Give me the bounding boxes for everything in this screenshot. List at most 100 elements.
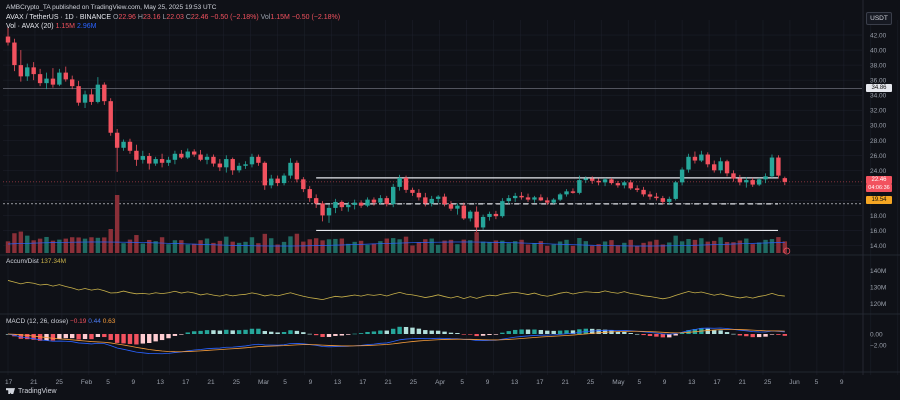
candle-body [326, 207, 332, 216]
time-axis-label: 17 [536, 379, 544, 386]
currency-button[interactable]: USDT [866, 12, 892, 25]
candle-body [301, 179, 306, 190]
candle-body [82, 94, 88, 103]
volume-bar [37, 238, 43, 253]
candle-body [667, 198, 672, 202]
volume-bar [230, 241, 235, 253]
candle-body [127, 141, 133, 151]
macd-histogram-bar [724, 332, 730, 334]
time-axis-label: 17 [182, 379, 190, 386]
volume-bar [384, 238, 389, 253]
volume-bar [333, 238, 338, 253]
candle-body [50, 78, 56, 85]
candle-body [744, 180, 749, 183]
candle-body [198, 154, 203, 160]
macd-axis-label: 0.00 [870, 332, 883, 339]
candle-body [191, 151, 197, 155]
volume-bar [564, 239, 569, 253]
close-label: C [185, 14, 191, 21]
tradingview-logo[interactable]: TradingView [6, 388, 57, 395]
time-axis-label: 21 [385, 379, 393, 386]
candle-body [172, 153, 178, 160]
volume-bar [480, 241, 486, 253]
accum-axis-label: 140M [870, 268, 886, 275]
candle-body [583, 178, 588, 181]
candle-body [480, 216, 486, 228]
volume-bar [570, 245, 576, 253]
time-axis-label: 25 [233, 379, 241, 386]
accum-dist-legend: Accum/Dist 137.34M [6, 258, 66, 265]
vol-label: Vol [260, 14, 271, 21]
candle-body [545, 200, 550, 203]
candle-body [512, 195, 518, 199]
macd-histogram-bar [25, 334, 30, 340]
candle-body [70, 79, 75, 87]
macd-histogram-bar [57, 334, 62, 339]
candle-body [294, 162, 300, 180]
volume-bar [18, 231, 24, 253]
volume-bar [352, 241, 357, 253]
volume-indicator-label[interactable]: Vol · AVAX (20) [6, 23, 54, 30]
candle-body [718, 161, 723, 171]
candle-body [660, 198, 666, 202]
candle-body [699, 154, 704, 161]
tradingview-wordmark: TradingView [18, 388, 57, 395]
high-value: 23.16 [142, 14, 161, 21]
volume-bar [127, 239, 133, 253]
macd-histogram-bar [673, 334, 678, 336]
low-value: 22.03 [166, 14, 184, 21]
macd-histogram-bar [557, 330, 563, 334]
volume-bar [583, 241, 588, 253]
candle-body [108, 101, 113, 133]
low-label: L [162, 14, 167, 21]
volume-bar [70, 237, 75, 253]
volume-bar [506, 243, 511, 253]
candle-body [647, 194, 653, 197]
macd-label[interactable]: MACD (12, 26, close) [6, 318, 69, 325]
time-axis-label: 25 [410, 379, 418, 386]
macd-histogram-bar [538, 329, 544, 334]
volume-bar [294, 233, 300, 253]
candle-body [102, 84, 107, 102]
symbol-label[interactable]: AVAX / TetherUS · 1D · BINANCE [6, 14, 112, 21]
volume-bar [288, 236, 293, 253]
candle-body [570, 191, 576, 193]
candle-body [628, 182, 633, 189]
candle-body [448, 204, 454, 209]
volume-bar [410, 245, 415, 253]
candle-body [140, 156, 146, 160]
volume-bar [435, 244, 441, 253]
candle-body [538, 197, 544, 201]
price-axis-label: 38.00 [870, 63, 887, 70]
macd-histogram-bar [352, 333, 357, 335]
macd-histogram-bar [108, 334, 113, 340]
candle-body [25, 67, 30, 77]
volume-bar [493, 240, 499, 253]
macd-histogram-bar [480, 334, 486, 336]
macd-histogram-bar [320, 334, 325, 337]
volume-bar [551, 244, 556, 253]
volume-bar [602, 241, 608, 253]
candle-body [712, 164, 717, 171]
macd-histogram-bar [127, 334, 133, 344]
macd-histogram-bar [468, 334, 473, 335]
volume-bar [140, 243, 146, 253]
volume-bar [660, 244, 666, 253]
macd-histogram-bar [140, 334, 146, 344]
open-value: 22.96 [118, 14, 136, 21]
macd-histogram-bar [596, 329, 601, 334]
volume-bar [455, 244, 460, 253]
accum-dist-label[interactable]: Accum/Dist [6, 258, 39, 265]
macd-histogram-bar [429, 330, 434, 334]
macd-histogram-bar [679, 332, 685, 334]
alert-marker-icon [783, 247, 791, 255]
volume-bar [108, 229, 113, 253]
volume-bar [275, 244, 280, 253]
volume-bar [487, 242, 492, 253]
volume-bar [249, 237, 255, 253]
candle-body [63, 72, 68, 80]
macd-histogram-bar [461, 334, 467, 335]
candle-body [455, 205, 460, 209]
macd-histogram-bar [564, 330, 569, 334]
